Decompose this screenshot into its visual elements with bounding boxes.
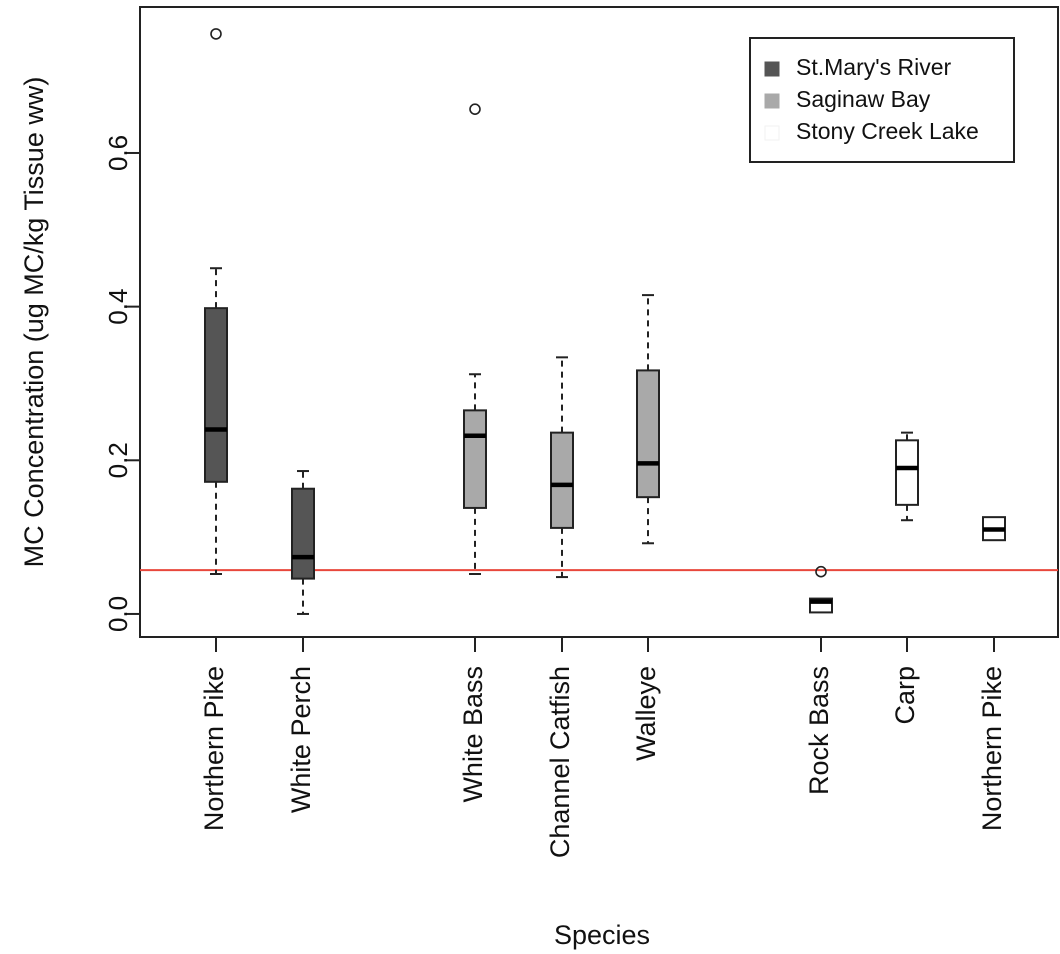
x-tick-label: Channel Catfish	[545, 666, 575, 858]
legend-label: St.Mary's River	[796, 54, 952, 80]
box-6	[895, 431, 919, 522]
boxes-layer	[204, 28, 1006, 615]
box-iqr	[291, 487, 315, 580]
outlier-point	[815, 565, 827, 578]
box-iqr	[895, 439, 919, 506]
box-iqr	[463, 409, 487, 509]
box-iqr	[204, 307, 228, 483]
legend: St.Mary's River Saginaw Bay Stony Creek La…	[749, 37, 1015, 163]
x-tick-label: Carp	[890, 666, 920, 725]
x-tick-label: Northern Pike	[199, 666, 229, 831]
box-iqr	[636, 369, 660, 499]
legend-swatch	[764, 61, 780, 77]
box-0	[204, 28, 228, 575]
box-3	[550, 356, 574, 579]
y-axis-title: MC Concentration (ug MC/kg Tissue ww)	[19, 77, 49, 568]
outlier-point	[210, 28, 222, 40]
x-tick-label: White Bass	[458, 666, 488, 803]
box-2	[463, 103, 487, 575]
x-tick-label: Northern Pike	[977, 666, 1007, 831]
x-tick-label: White Perch	[286, 666, 316, 813]
box-7	[982, 516, 1006, 542]
box-5	[809, 565, 833, 614]
y-tick-label: 0.6	[103, 135, 133, 171]
legend-swatch	[764, 125, 780, 141]
legend-swatch	[764, 93, 780, 109]
box-4	[636, 294, 660, 545]
x-tick-label: Rock Bass	[804, 666, 834, 795]
outlier-point	[469, 103, 481, 115]
legend-label: Stony Creek Lake	[796, 118, 979, 144]
x-axis-title: Species	[554, 920, 650, 950]
legend-box	[749, 37, 1015, 163]
x-tick-labels: Northern Pike White Perch White Bass Channe…	[199, 637, 1007, 858]
y-axis: 0.0 0.2 0.4 0.6	[103, 135, 141, 632]
legend-label: Saginaw Bay	[796, 86, 931, 112]
box-1	[291, 470, 315, 615]
y-tick-label: 0.0	[103, 596, 133, 632]
x-tick-label: Walleye	[631, 666, 661, 761]
box-iqr	[550, 431, 574, 529]
y-tick-label: 0.4	[103, 289, 133, 325]
y-tick-label: 0.2	[103, 442, 133, 478]
